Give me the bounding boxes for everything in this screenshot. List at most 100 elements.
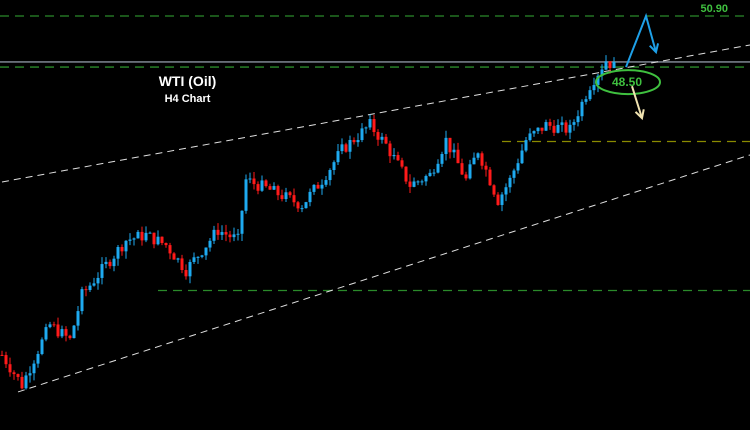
level-label-top: 50.90 xyxy=(700,3,728,15)
candle-body xyxy=(520,150,524,164)
candle-body xyxy=(580,101,584,117)
candle-body xyxy=(28,373,32,376)
candle-body xyxy=(20,376,24,389)
candle-body xyxy=(512,170,516,178)
candle-body xyxy=(572,122,576,125)
candle-body xyxy=(0,354,4,356)
candle-body xyxy=(484,165,488,170)
arrowhead-icon xyxy=(649,43,660,55)
candle-body xyxy=(588,90,592,100)
candle-body xyxy=(388,143,392,157)
candle-body xyxy=(48,324,52,328)
candle-body xyxy=(148,232,152,234)
candle-body xyxy=(36,354,40,364)
candle-body xyxy=(124,240,128,252)
candle-body xyxy=(364,127,368,129)
candle-body xyxy=(240,210,244,234)
candle-body xyxy=(276,186,280,196)
candle-body xyxy=(100,264,104,278)
candle-body xyxy=(84,289,88,291)
candle-body xyxy=(548,122,552,126)
candle-body xyxy=(40,339,44,355)
candle-body xyxy=(296,202,300,209)
candle-body xyxy=(408,181,412,187)
candle-body xyxy=(56,324,60,337)
candle-body xyxy=(308,191,312,203)
candle-body xyxy=(556,124,560,133)
candle-body xyxy=(188,261,192,277)
candle-body xyxy=(284,192,288,200)
candle-body xyxy=(64,329,68,336)
candle-body xyxy=(528,133,532,141)
candle-body xyxy=(448,137,452,153)
candle-body xyxy=(324,180,328,185)
candle-body xyxy=(368,119,372,128)
candle-body xyxy=(384,136,388,144)
candle-body xyxy=(4,355,8,365)
candle-body xyxy=(584,99,588,102)
candle-body xyxy=(340,144,344,152)
candle-body xyxy=(612,62,616,69)
candle-body xyxy=(180,258,184,271)
candle-body xyxy=(464,174,468,179)
candle-body xyxy=(392,155,396,157)
candle-body xyxy=(420,181,424,183)
candle-body xyxy=(424,176,428,182)
candle-body xyxy=(132,238,136,240)
level-label-circled: 48.50 xyxy=(612,75,643,89)
candle-body xyxy=(96,277,100,284)
candle-body xyxy=(496,194,500,205)
candle-body xyxy=(600,69,604,76)
candle-body xyxy=(176,258,180,260)
candle-body xyxy=(108,261,112,267)
candle-body xyxy=(172,253,176,260)
candle-body xyxy=(532,131,536,134)
candle-body xyxy=(492,185,496,195)
trendline xyxy=(17,154,750,393)
candle-body xyxy=(344,144,348,152)
candle-body xyxy=(80,289,84,312)
candle-body xyxy=(156,236,160,245)
candle-body xyxy=(44,327,48,340)
candle-body xyxy=(12,372,16,375)
candle-body xyxy=(52,324,56,326)
candle-body xyxy=(544,122,548,131)
candle-body xyxy=(200,255,204,257)
candle-body xyxy=(564,122,568,133)
candle-body xyxy=(72,325,76,339)
candle-body xyxy=(360,128,364,141)
candle-body xyxy=(376,132,380,140)
candle-body xyxy=(272,186,276,190)
candle-body xyxy=(412,181,416,187)
candle-body xyxy=(416,181,420,183)
candle-body xyxy=(536,127,540,132)
candle-body xyxy=(472,157,476,165)
candle-body xyxy=(596,75,600,86)
candle-body xyxy=(380,136,384,140)
candle-body xyxy=(400,160,404,167)
candle-body xyxy=(444,137,448,155)
candle-body xyxy=(120,247,124,252)
candle-body xyxy=(160,236,164,244)
candle-body xyxy=(352,140,356,143)
candle-body xyxy=(328,170,332,181)
candle-body xyxy=(112,258,116,267)
candle-body xyxy=(312,184,316,192)
candle-body xyxy=(252,178,256,185)
candle-body xyxy=(8,364,12,373)
candle-body xyxy=(316,184,320,189)
candle-body xyxy=(524,140,528,151)
candle-body xyxy=(516,163,520,171)
candle-body xyxy=(576,116,580,123)
candle-body xyxy=(452,149,456,153)
candle-body xyxy=(356,140,360,143)
candle-body xyxy=(220,232,224,235)
candle-body xyxy=(224,232,228,235)
candle-body xyxy=(508,177,512,188)
candle-body xyxy=(456,149,460,164)
candle-body xyxy=(304,202,308,209)
candle-body xyxy=(300,208,304,210)
candle-body xyxy=(292,195,296,203)
candle-body xyxy=(24,375,28,389)
candle-body xyxy=(608,61,612,69)
